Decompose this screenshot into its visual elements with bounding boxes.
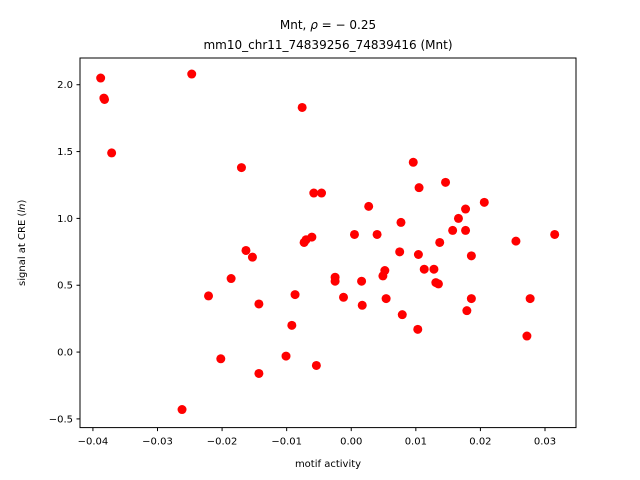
data-point [372,229,382,239]
data-point [216,354,226,364]
y-tick-label: 0.0 [57,348,73,359]
data-point [339,292,348,302]
x-tick-label: −0.01 [271,437,302,448]
data-point [236,163,246,173]
x-axis-label: motif activity [295,459,361,470]
y-tick-label: 2.0 [57,80,73,91]
data-point [466,251,476,261]
y-axis-ticks: −0.5 0.0 0.5 1.0 1.5 2.0 [49,80,80,425]
y-tick-label: 1.5 [57,147,73,158]
y-axis-label-prefix: signal at CRE ( [17,213,28,286]
data-point [408,157,418,167]
x-tick-label: −0.03 [142,437,173,448]
y-axis-label-italic: ln [17,204,28,213]
data-point [297,102,307,112]
data-point [435,237,445,247]
data-point [461,225,471,235]
y-axis-label: signal at CRE (ln) [17,200,28,286]
chart-title-rho: ρ [310,18,318,32]
data-point [448,225,458,235]
data-point [357,276,367,286]
data-points [96,69,560,415]
data-point [107,148,117,158]
chart-title-suffix: = − 0.25 [318,18,376,32]
plot-frame [79,57,577,429]
data-point [311,360,321,370]
chart-title-prefix: Mnt, [280,18,310,32]
data-point [414,183,424,193]
y-tick-label: 0.5 [57,281,73,292]
data-point [100,94,110,104]
data-point [187,69,197,79]
data-point [247,252,257,262]
data-point [466,294,476,304]
data-point [522,331,532,341]
data-point [550,229,560,239]
data-point [254,299,264,309]
data-point [419,264,429,274]
y-tick-label: −0.5 [49,414,73,425]
data-point [96,73,106,83]
data-point [413,324,423,334]
data-point [241,245,251,255]
x-tick-label: 0.01 [405,437,427,448]
data-point [461,204,471,214]
y-axis-label-suffix: ) [17,200,28,204]
chart-title-line-2: mm10_chr11_74839256_74839416 (Mnt) [203,38,452,52]
data-point [364,201,374,211]
data-point [479,197,489,207]
x-tick-label: −0.02 [207,437,238,448]
data-point [317,188,327,198]
data-point [441,177,451,187]
data-point [204,291,214,301]
data-point [177,405,187,415]
data-point [397,310,407,320]
data-point [349,229,359,239]
data-point [307,232,317,242]
data-point [290,290,300,300]
data-point [429,264,439,274]
data-point [226,274,236,284]
data-point [395,247,405,257]
data-point [357,300,367,310]
data-point [453,213,463,223]
data-point [525,294,535,304]
data-point [281,351,291,361]
chart-title-line-1: Mnt, ρ = − 0.25 [280,18,376,32]
data-point [254,368,264,378]
data-point [309,188,319,198]
x-tick-label: 0.03 [534,437,556,448]
x-tick-label: 0.00 [340,437,362,448]
x-tick-label: −0.04 [78,437,109,448]
data-point [396,217,406,227]
data-point [433,279,443,289]
data-point [330,276,340,286]
data-point [413,249,423,259]
x-tick-label: 0.02 [469,437,491,448]
x-axis-ticks: −0.04 −0.03 −0.02 −0.01 0.00 0.01 0.02 0.03 [78,427,556,448]
y-tick-label: 1.0 [57,214,73,225]
data-point [511,236,521,246]
data-point [462,306,472,316]
data-point [287,320,297,330]
data-point [380,266,390,276]
data-point [381,294,391,304]
